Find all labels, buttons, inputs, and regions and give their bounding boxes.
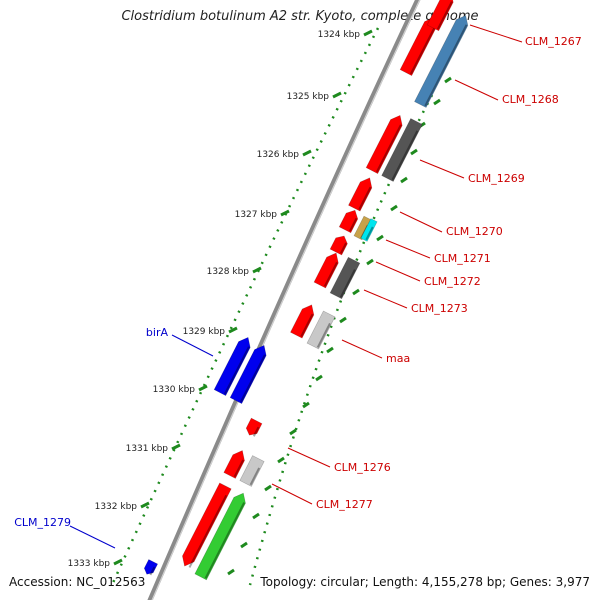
inner-tick-mark (302, 401, 310, 409)
gene-label: CLM_1270 (446, 225, 503, 238)
gene-bira-2 (229, 344, 267, 404)
inner-tick-mark (227, 568, 235, 576)
tick-mark (252, 266, 262, 274)
tick-label: 1329 kbp (183, 327, 226, 337)
gene-label: CLM_1267 (525, 35, 582, 48)
tick-label: 1327 kbp (235, 210, 278, 220)
tick-mark (332, 91, 342, 99)
gene-label: maa (386, 352, 410, 365)
gene-label: CLM_1276 (334, 461, 391, 474)
gene-label: CLM_1279 (14, 516, 71, 529)
gene-label: CLM_1269 (468, 172, 525, 185)
tick-label: 1333 kbp (68, 559, 111, 569)
gene-clm-1279 (143, 559, 159, 576)
callout-line (469, 24, 523, 43)
gene-label: CLM_1273 (411, 302, 468, 315)
gene-clm-1269-red (365, 114, 403, 174)
backbone-highlight-line (151, 0, 421, 600)
gene-clm-1277b (194, 492, 246, 581)
inner-tick-mark (400, 176, 408, 184)
inner-tick-mark (433, 98, 441, 106)
gene-clm-1273 (329, 256, 361, 300)
gene-clm-1272b (313, 252, 339, 289)
callout-line (385, 239, 431, 259)
callout-line (399, 211, 443, 233)
gene-clm-1277 (182, 482, 232, 568)
callout-line (375, 261, 421, 282)
gene-clm-1267b (426, 0, 454, 32)
gene-clm-1271-cyan (360, 218, 378, 242)
gene-small-red (245, 417, 263, 437)
gene-label: CLM_1272 (424, 275, 481, 288)
callout-line (271, 483, 313, 505)
gene-label: birA (146, 326, 169, 339)
gene-label: CLM_1277 (316, 498, 373, 511)
callout-line (69, 525, 116, 549)
inner-tick-mark (264, 484, 272, 492)
gene-clm-1270 (348, 177, 373, 212)
gene-clm-1276 (223, 450, 245, 479)
tick-label: 1331 kbp (126, 444, 169, 454)
inner-tick-mark (390, 204, 398, 212)
tick-mark (198, 384, 208, 392)
inner-tick-mark (339, 316, 347, 324)
tick-mark (113, 558, 123, 566)
inner-tick-mark (289, 428, 297, 436)
callout-line (171, 334, 214, 357)
gene-bira-1 (213, 336, 251, 396)
tick-label: 1325 kbp (287, 92, 330, 102)
gene-maa-gray (306, 310, 336, 350)
inner-tick-mark (410, 148, 418, 156)
tick-mark (302, 149, 312, 157)
gene-label: CLM_1271 (434, 252, 491, 265)
tick-mark (171, 443, 181, 451)
callout-line (454, 79, 499, 101)
inner-tick-mark (252, 512, 260, 520)
inner-tick-mark (240, 541, 248, 549)
gene-clm-1269-gray (381, 118, 423, 182)
map-title: Clostridium botulinum A2 str. Kyoto, com… (121, 9, 479, 24)
inner-tick-mark (277, 456, 285, 464)
inner-tick-mark (352, 288, 360, 296)
gene-clm-1270b (338, 209, 359, 234)
callout-line (287, 447, 331, 468)
inner-tick-mark (376, 234, 384, 242)
tick-mark (363, 29, 373, 37)
tick-layer: 1324 kbp 1325 kbp 1326 kbp 1327 kbp 1328 kbp… (68, 27, 452, 586)
gene-clm-1276b (239, 455, 265, 487)
accession-text: Accession: NC_012563 (9, 575, 146, 589)
gene-clm-1268 (414, 15, 469, 108)
tick-label: 1330 kbp (153, 385, 196, 395)
inner-tick-mark (366, 258, 374, 266)
inner-tick-mark (326, 346, 334, 354)
tick-label: 1324 kbp (318, 30, 361, 40)
gene-layer (143, 0, 469, 581)
callout-line (419, 159, 465, 179)
label-layer: CLM_1267 CLM_1268 CLM_1269 CLM_1270 CLM_1271… (14, 24, 582, 549)
tick-mark (228, 326, 238, 334)
tick-mark (140, 501, 150, 509)
callout-line (363, 289, 408, 309)
gene-label: CLM_1268 (502, 93, 559, 106)
inner-tick-mark (444, 76, 452, 84)
gene-clm-1272 (329, 235, 348, 256)
backbone-layer (147, 0, 421, 600)
tick-mark (280, 209, 290, 217)
topology-summary-text: Topology: circular; Length: 4,155,278 bp… (260, 575, 590, 589)
tick-label: 1328 kbp (207, 267, 250, 277)
tick-label: 1326 kbp (257, 150, 300, 160)
inner-dotted-line (248, 94, 434, 586)
backbone-outer-line (147, 0, 421, 600)
inner-tick-mark (315, 374, 323, 382)
gene-maa-red (290, 304, 315, 339)
tick-label: 1332 kbp (95, 502, 138, 512)
callout-line (341, 339, 383, 359)
